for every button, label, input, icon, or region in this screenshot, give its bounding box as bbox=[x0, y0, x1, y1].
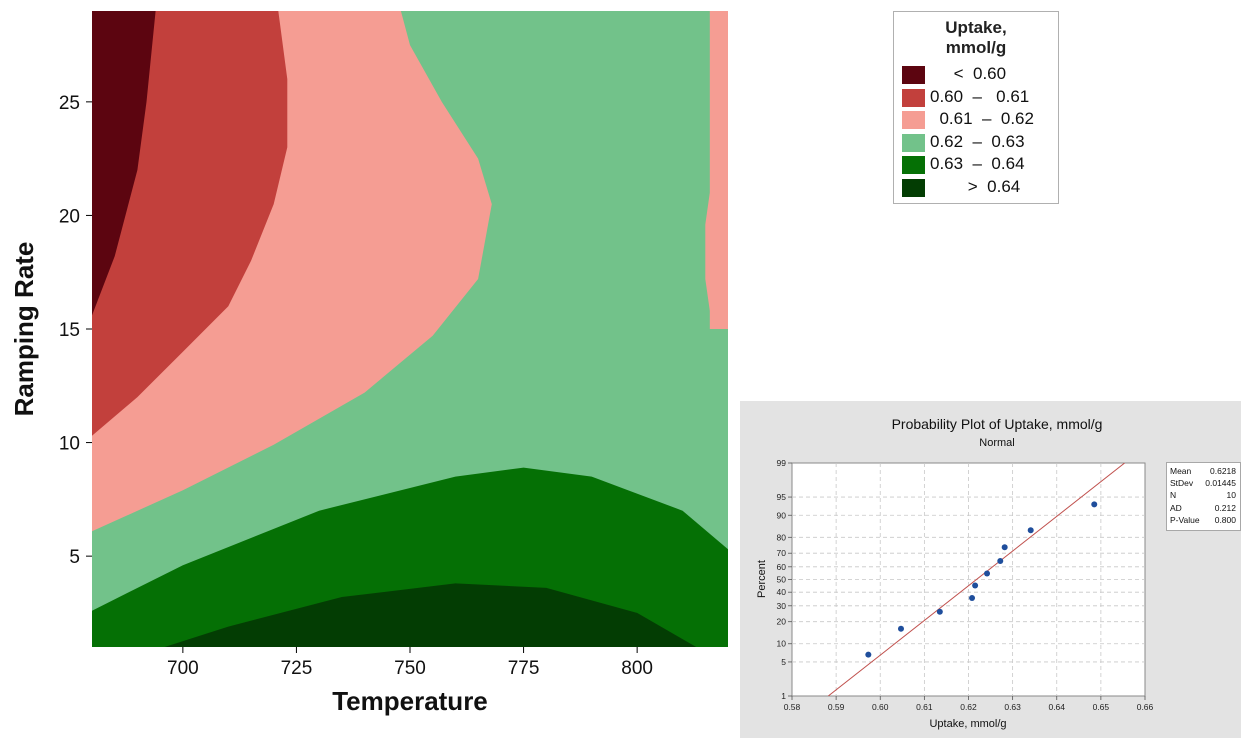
contour-plot: 700 725 750 775 800 5 10 15 20 25 Temperature Ram… bbox=[9, 11, 728, 716]
stat-value: 0.6218 bbox=[1210, 466, 1236, 476]
x-tick-label: 725 bbox=[281, 658, 313, 679]
y-tick-label: 20 bbox=[59, 206, 80, 227]
probability-x-tick-label: 0.62 bbox=[960, 702, 977, 712]
probability-data-point bbox=[984, 570, 991, 577]
probability-x-tick-label: 0.59 bbox=[828, 702, 845, 712]
probability-data-point bbox=[865, 651, 872, 658]
legend-label: 0.62 – 0.63 bbox=[930, 131, 1025, 151]
contour-band-0.60-0.61 bbox=[92, 11, 288, 647]
contour-legend: Uptake, mmol/g < 0.60 0.60 – 0.61 0.61 – … bbox=[893, 11, 1059, 204]
probability-x-tick-label: 0.63 bbox=[1004, 702, 1021, 712]
legend-swatch bbox=[902, 156, 925, 174]
legend-entry: 0.63 – 0.64 bbox=[902, 154, 1052, 174]
probability-x-tick-label: 0.61 bbox=[916, 702, 933, 712]
y-axis-label: Ramping Rate bbox=[9, 242, 39, 417]
probability-y-tick-label: 40 bbox=[777, 587, 787, 597]
probability-y-tick-label: 99 bbox=[777, 458, 787, 468]
contour-band-0.61-0.62-right bbox=[705, 11, 728, 329]
probability-data-point bbox=[1091, 501, 1098, 508]
probability-y-tick-label: 50 bbox=[777, 575, 787, 585]
probability-y-tick-label: 20 bbox=[777, 617, 787, 627]
probability-y-tick-label: 90 bbox=[777, 510, 787, 520]
x-axis-label: Temperature bbox=[332, 686, 488, 716]
y-tick-label: 25 bbox=[59, 93, 80, 114]
probability-x-tick-label: 0.64 bbox=[1048, 702, 1065, 712]
stat-row: P-Value 0.800 bbox=[1170, 515, 1236, 525]
legend-title-line-1: Uptake, bbox=[945, 18, 1007, 37]
probability-x-tick-label: 0.60 bbox=[872, 702, 889, 712]
stat-row: StDev 0.01445 bbox=[1170, 478, 1236, 488]
x-tick-label: 750 bbox=[394, 658, 426, 679]
probability-x-axis-label: Uptake, mmol/g bbox=[929, 718, 1006, 730]
y-tick-label: 15 bbox=[59, 320, 80, 341]
probability-y-tick-label: 30 bbox=[777, 601, 787, 611]
stat-key: P-Value bbox=[1170, 514, 1200, 525]
legend-entry: 0.61 – 0.62 bbox=[902, 109, 1052, 129]
probability-y-tick-label: 10 bbox=[777, 639, 787, 649]
contour-plot-svg: 700 725 750 775 800 5 10 15 20 25 Temperature Ram… bbox=[9, 11, 728, 716]
legend-swatch bbox=[902, 178, 925, 197]
stat-row: Mean 0.6218 bbox=[1170, 466, 1236, 476]
probability-y-tick-label: 1 bbox=[781, 691, 786, 701]
legend-entry: > 0.64 bbox=[902, 177, 1052, 197]
stat-key: StDev bbox=[1170, 478, 1194, 489]
x-tick-label: 800 bbox=[621, 658, 653, 679]
probability-data-point bbox=[1001, 544, 1008, 551]
x-tick-label: 700 bbox=[167, 658, 199, 679]
legend-label: < 0.60 bbox=[930, 64, 1007, 83]
legend-swatch bbox=[902, 66, 925, 84]
probability-x-tick-label: 0.58 bbox=[784, 702, 801, 712]
probability-plot-subtitle: Normal bbox=[979, 437, 1014, 449]
stat-row: AD 0.212 bbox=[1170, 503, 1236, 513]
legend-entry: 0.62 – 0.63 bbox=[902, 132, 1052, 152]
probability-plot-svg: Probability Plot of Uptake, mmol/g Norma… bbox=[756, 416, 1154, 730]
probability-y-tick-label: 95 bbox=[777, 492, 787, 502]
legend-label: 0.60 – 0.61 bbox=[930, 86, 1030, 106]
legend-entry: < 0.60 bbox=[902, 64, 1052, 84]
x-tick-label: 775 bbox=[508, 658, 540, 679]
probability-data-point bbox=[969, 595, 976, 602]
legend-title-line-2: mmol/g bbox=[945, 38, 1007, 57]
stat-value: 0.800 bbox=[1214, 514, 1236, 525]
stat-value: 10 bbox=[1226, 490, 1236, 501]
statistics-table: Mean 0.6218 StDev 0.01445 N 10 AD 0.212 P-Value 0… bbox=[1166, 462, 1241, 531]
fit-line bbox=[827, 463, 1125, 696]
probability-x-tick-label: 0.65 bbox=[1093, 702, 1110, 712]
contour-band-above-0.64 bbox=[92, 583, 728, 647]
legend-swatch bbox=[902, 88, 925, 107]
probability-data-point bbox=[897, 625, 904, 632]
probability-plot-title: Probability Plot of Uptake, mmol/g bbox=[892, 416, 1103, 432]
stat-key: N bbox=[1170, 490, 1177, 501]
legend-swatch bbox=[902, 133, 925, 152]
legend-label: 0.61 – 0.62 bbox=[930, 109, 1034, 128]
probability-data-point bbox=[1027, 527, 1034, 534]
contour-band-below-0.60 bbox=[92, 11, 156, 647]
probability-y-tick-label: 80 bbox=[777, 532, 787, 542]
legend-label: 0.63 – 0.64 bbox=[930, 154, 1025, 173]
probability-y-tick-label: 5 bbox=[781, 657, 786, 667]
probability-data-point bbox=[936, 608, 943, 615]
stat-row: N 10 bbox=[1170, 490, 1236, 500]
probability-data-point bbox=[972, 582, 979, 589]
probability-y-tick-label: 70 bbox=[777, 548, 787, 558]
stat-value: 0.212 bbox=[1214, 502, 1236, 513]
probability-data-point bbox=[997, 557, 1004, 564]
probability-x-tick-label: 0.66 bbox=[1137, 702, 1154, 712]
y-tick-label: 10 bbox=[59, 434, 80, 455]
stat-value: 0.01445 bbox=[1205, 478, 1236, 489]
legend-label: > 0.64 bbox=[930, 176, 1021, 196]
probability-plot-panel: Probability Plot of Uptake, mmol/g Norma… bbox=[740, 401, 1241, 738]
legend-swatch bbox=[902, 111, 925, 129]
y-tick-label: 5 bbox=[69, 547, 80, 568]
probability-y-axis-label: Percent bbox=[756, 560, 768, 598]
stat-key: AD bbox=[1170, 502, 1182, 513]
probability-y-tick-label: 60 bbox=[777, 562, 787, 572]
legend-entry: 0.60 – 0.61 bbox=[902, 87, 1052, 107]
stat-key: Mean bbox=[1170, 466, 1192, 476]
